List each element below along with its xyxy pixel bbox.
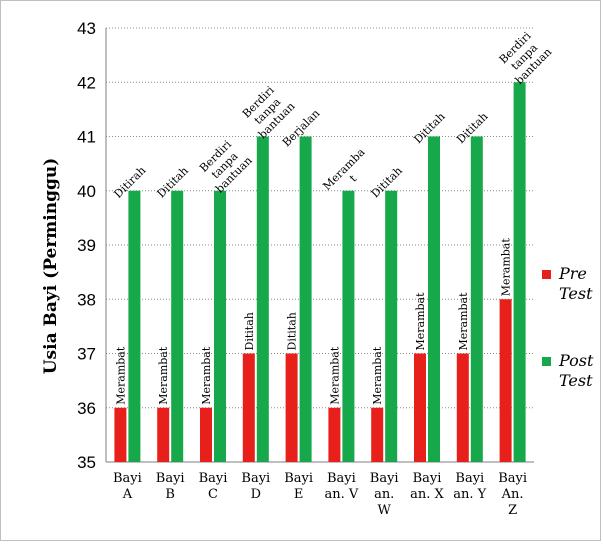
y-tick-label: 41 [77, 128, 96, 147]
x-category-label: Bayi an. Y [453, 471, 486, 502]
bar-label-pre: Merambat [328, 346, 341, 405]
y-axis-title: Usia Bayi (Perminggu) [41, 158, 61, 375]
bar-pre-test [328, 407, 341, 462]
legend-swatch [542, 270, 551, 279]
bar-label-pre: Dititah [243, 312, 256, 350]
bar-label-pre: Merambat [200, 346, 213, 405]
bar-pre-test [371, 407, 384, 462]
bar-post-test [171, 190, 184, 462]
x-category-label: Bayi A [113, 471, 142, 502]
bar-post-test [470, 136, 483, 462]
x-category-label: Bayi an. X [410, 471, 444, 502]
legend-label: Pre Test [558, 264, 593, 303]
bar-label-pre: Merambat [114, 346, 127, 405]
y-tick-label: 40 [77, 182, 96, 201]
bar-post-test [428, 136, 440, 462]
bar-pre-test [414, 353, 426, 462]
category-labels: Bayi A Bayi B Bayi C Bayi D Bayi E Bayi an. V Bayi an… [113, 471, 527, 518]
bar-post-test [256, 136, 269, 462]
x-category-label: Bayi an. V [325, 471, 359, 502]
y-tick-label: 39 [77, 236, 96, 255]
x-category-label: Bayi an. W [370, 471, 399, 518]
bar-pre-test [499, 299, 512, 462]
bar-post-test [513, 82, 526, 462]
x-category-label: Bayi D [241, 471, 270, 502]
bar-label-pre: Merambat [414, 292, 427, 351]
bar-pre-test [200, 407, 212, 462]
y-tick-label: 35 [77, 453, 96, 472]
bar-label-pre: Merambat [157, 346, 170, 405]
bar-post-test [128, 190, 141, 462]
bar-post-test [385, 190, 398, 462]
x-category-label: Bayi E [284, 471, 313, 502]
legend-swatch [542, 357, 551, 366]
legend-label: Post Test [558, 351, 594, 390]
bar-pre-test [242, 353, 255, 462]
bar-pre-test [456, 353, 469, 462]
bar-pre-test [285, 353, 298, 462]
gridlines: 35 36 37 38 39 40 41 42 43 [77, 19, 534, 472]
bar-post-test [214, 190, 226, 462]
y-tick-label: 37 [77, 345, 96, 364]
y-tick-label: 43 [77, 19, 96, 38]
y-tick-label: 42 [77, 73, 96, 92]
bar-label-pre: Dititah [286, 312, 299, 350]
bar-label-pre: Merambat [500, 238, 513, 297]
x-category-label: Bayi C [199, 471, 228, 502]
bar-post-test [342, 190, 355, 462]
bar-pre-test [114, 407, 127, 462]
bars [114, 82, 526, 462]
y-tick-label: 38 [77, 290, 96, 309]
bar-label-pre: Merambat [457, 292, 470, 351]
bar-post-test [299, 136, 312, 462]
x-category-label: Bayi B [156, 471, 185, 502]
bar-pre-test [157, 407, 170, 462]
bar-label-post: Berdiritanpabantuan [494, 27, 554, 87]
legend: Pre Test Post Test [542, 264, 594, 390]
bar-label-pre: Merambat [371, 346, 384, 405]
y-tick-label: 36 [77, 399, 96, 418]
x-category-label: Bayi An. Z [498, 471, 527, 518]
bar-label-post: Berdiritanpabantuan [195, 135, 255, 195]
